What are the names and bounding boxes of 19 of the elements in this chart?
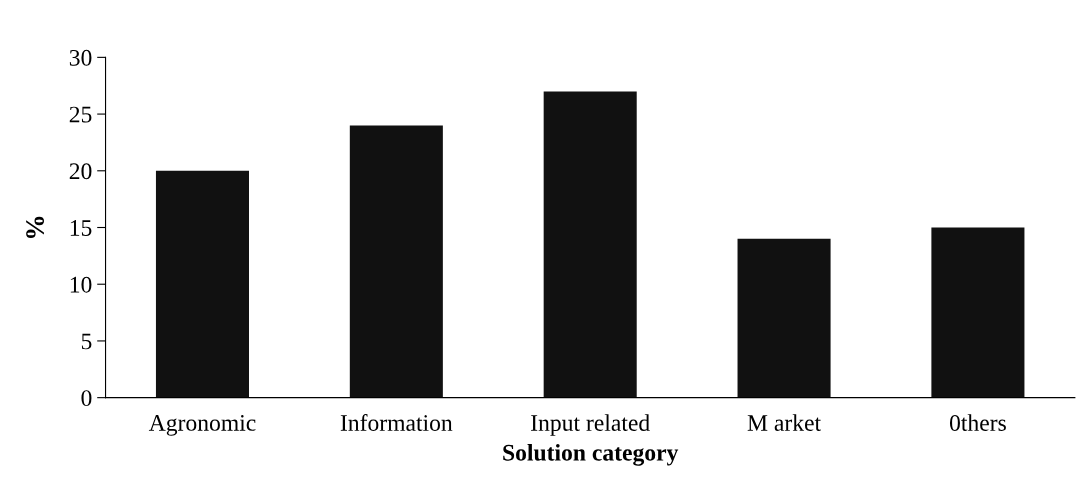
y-tick-label: 15 [70,220,92,236]
x-tick-label: 0thers [949,414,1006,431]
bar [737,238,831,398]
x-axis-title: Solution category [503,444,679,466]
x-tick-label: Agronomic [148,415,256,436]
x-tick-label: M arket [747,414,821,431]
y-tick-label: 10 [70,276,92,293]
x-tick-label: Input related [531,414,650,436]
bar [155,170,249,398]
y-tick-label: 20 [69,163,92,180]
y-tick-label: 25 [69,106,92,123]
bar [543,91,637,398]
x-tick-label: Information [340,414,453,431]
bar [349,125,443,398]
bar [931,227,1025,398]
y-axis-title: % [26,216,45,238]
y-tick-label: 0 [81,390,92,407]
y-tick-label: 30 [69,49,92,66]
y-tick-label: 5 [81,333,92,350]
